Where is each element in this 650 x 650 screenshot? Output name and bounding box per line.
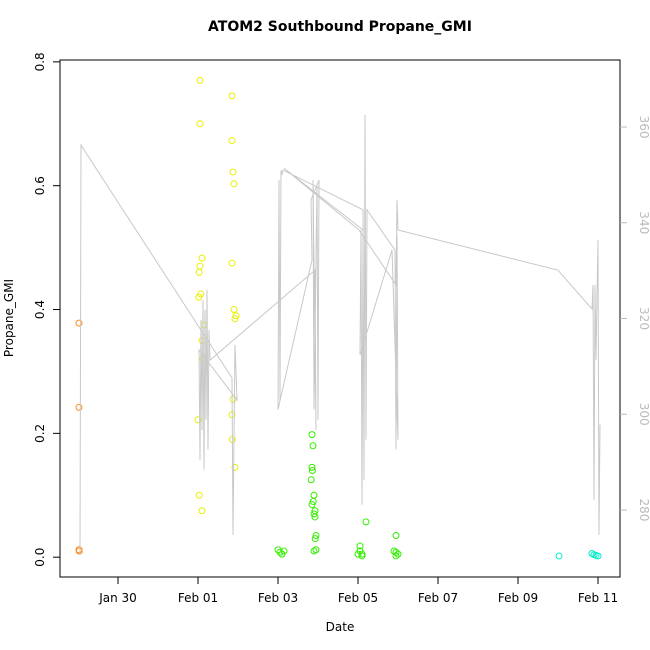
point: [229, 168, 237, 176]
y-tick-label: 0.4: [33, 300, 47, 319]
point: [555, 552, 563, 560]
point: [392, 532, 400, 540]
point: [198, 507, 206, 515]
point: [231, 463, 239, 471]
point: [310, 547, 318, 555]
y2-tick-label: 280: [637, 499, 650, 522]
point: [308, 463, 316, 471]
point: [308, 467, 316, 475]
x-tick-label: Feb 01: [178, 591, 218, 605]
point: [200, 321, 208, 329]
point: [232, 312, 240, 320]
point: [75, 319, 83, 327]
y-tick-label: 0.8: [33, 52, 47, 71]
point: [358, 550, 366, 558]
y-tick-label: 0.0: [33, 548, 47, 567]
point: [308, 501, 316, 509]
point: [230, 180, 238, 188]
x-tick-label: Feb 07: [418, 591, 458, 605]
point: [228, 259, 236, 267]
point: [231, 315, 239, 323]
point: [196, 76, 204, 84]
point: [392, 548, 400, 556]
point: [280, 547, 288, 555]
line: [79, 115, 601, 555]
point: [311, 535, 319, 543]
chart-title: ATOM2 Southbound Propane_GMI: [208, 19, 472, 35]
point: [309, 442, 317, 450]
point: [198, 254, 206, 262]
point: [195, 491, 203, 499]
point: [311, 513, 319, 521]
plot-box: [59, 59, 621, 578]
y-tick-label: 0.2: [33, 424, 47, 443]
point: [307, 476, 315, 484]
point: [228, 136, 236, 144]
point: [594, 552, 602, 560]
y2-tick-label: 360: [637, 116, 650, 139]
point: [228, 92, 236, 100]
point: [310, 491, 318, 499]
point: [362, 518, 370, 526]
x-tick-label: Feb 03: [258, 591, 298, 605]
point: [358, 552, 366, 560]
x-tick-label: Feb 11: [578, 591, 618, 605]
x-axis-label: Date: [326, 620, 355, 634]
x-tick-label: Feb 05: [338, 591, 378, 605]
point: [230, 306, 238, 314]
point: [394, 550, 402, 558]
point: [312, 532, 320, 540]
y2-tick-label: 340: [637, 211, 650, 234]
point: [310, 510, 318, 518]
point: [392, 552, 400, 560]
y-tick-label: 0.6: [33, 176, 47, 195]
x-tick-label: Feb 09: [498, 591, 538, 605]
point: [308, 431, 316, 439]
x-tick-label: Jan 30: [98, 591, 137, 605]
point: [309, 497, 317, 505]
point: [196, 120, 204, 128]
point: [75, 547, 83, 555]
point: [356, 542, 364, 550]
point: [194, 416, 202, 424]
point: [196, 262, 204, 270]
y2-tick-label: 300: [637, 403, 650, 426]
point: [276, 548, 284, 556]
y2-tick-label: 320: [637, 307, 650, 330]
point: [197, 290, 205, 298]
point: [195, 268, 203, 276]
y-axis-label: Propane_GMI: [2, 279, 16, 357]
point: [198, 336, 206, 344]
point: [75, 403, 83, 411]
